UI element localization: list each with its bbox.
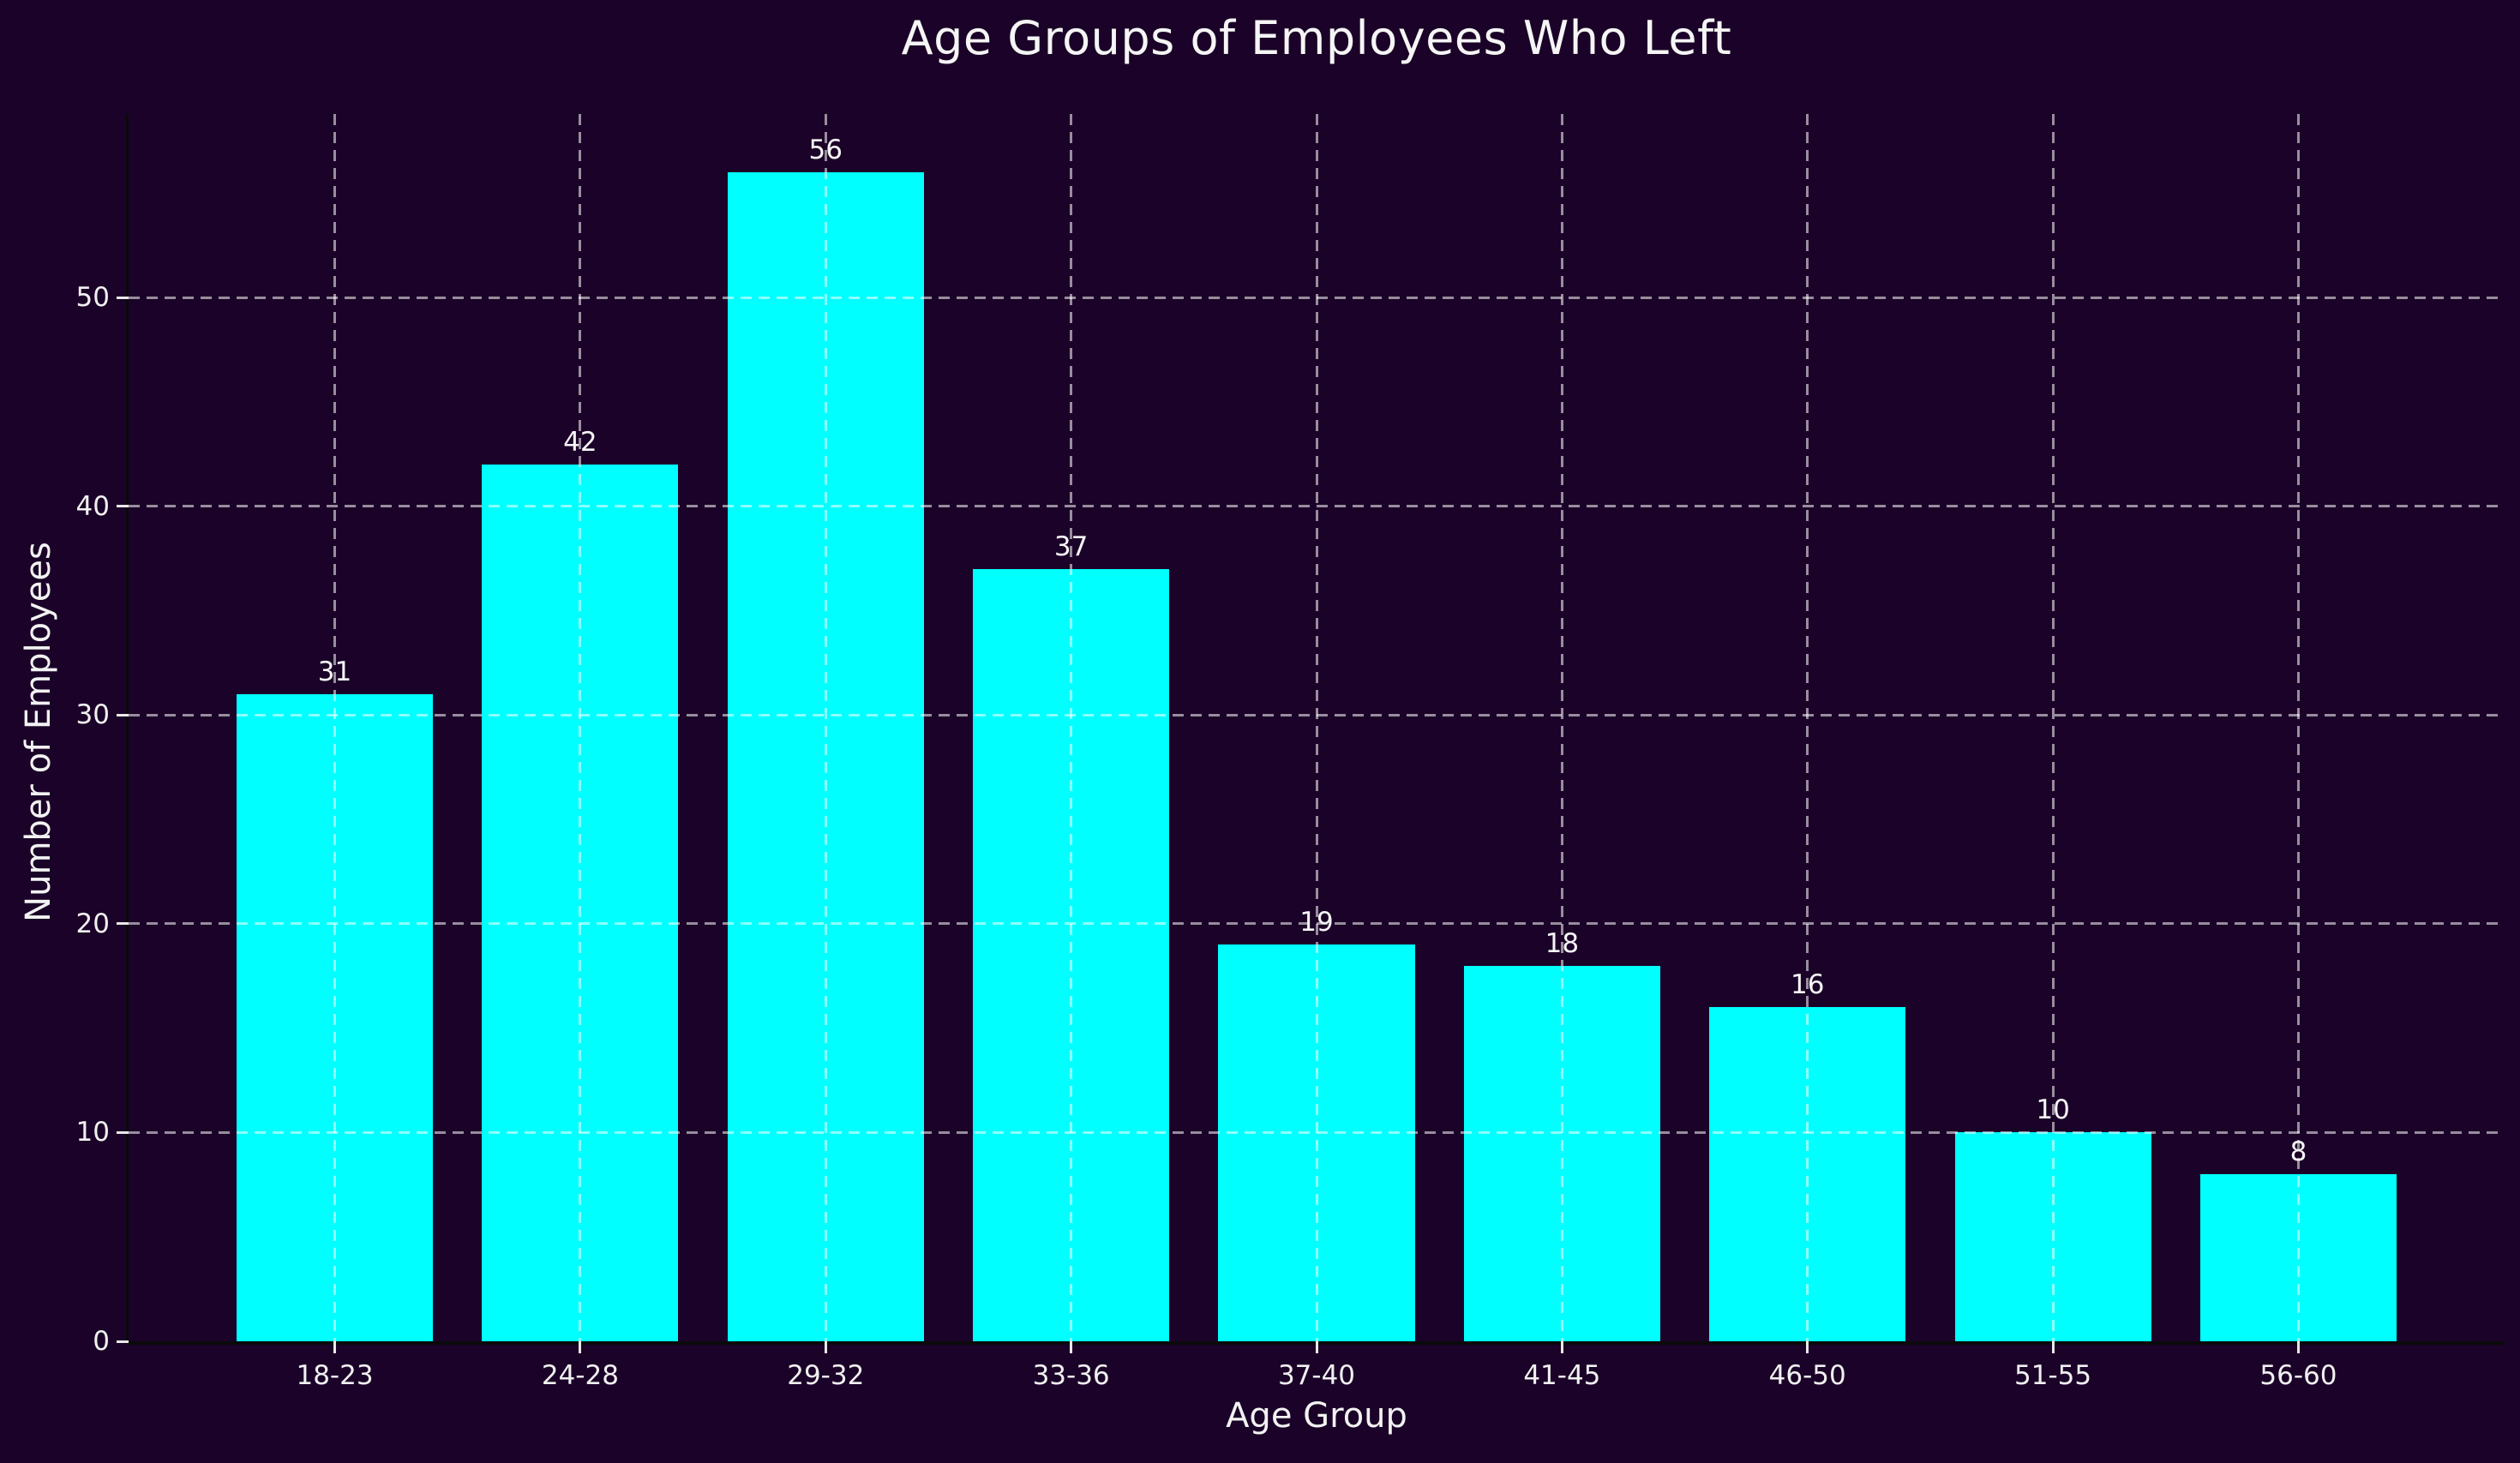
y-tick-label: 0 — [93, 1326, 110, 1357]
x-axis-label: Age Group — [1226, 1396, 1407, 1436]
x-tick-label: 18-23 — [296, 1360, 374, 1391]
x-tick — [2051, 1341, 2055, 1353]
bar-value-label: 56 — [808, 135, 843, 166]
v-gridline — [1070, 114, 1073, 1341]
v-gridline — [1806, 114, 1809, 1341]
bar-value-label: 8 — [2289, 1136, 2307, 1168]
y-tick-label: 50 — [75, 282, 110, 314]
chart-title: Age Groups of Employees Who Left — [901, 11, 1732, 65]
v-gridline — [824, 114, 827, 1341]
v-gridline — [333, 114, 337, 1341]
y-tick — [117, 1340, 129, 1343]
h-gridline — [129, 713, 2505, 717]
y-tick-label: 10 — [75, 1117, 110, 1148]
y-tick-label: 40 — [75, 490, 110, 522]
x-tick — [1315, 1341, 1318, 1353]
v-gridline — [579, 114, 582, 1341]
y-tick-label: 30 — [75, 699, 110, 731]
x-tick-label: 33-36 — [1032, 1360, 1110, 1391]
x-tick-label: 41-45 — [1523, 1360, 1601, 1391]
x-tick — [333, 1341, 337, 1353]
x-tick — [1070, 1341, 1073, 1353]
y-tick-label: 20 — [75, 908, 110, 939]
x-tick — [579, 1341, 582, 1353]
bar-value-label: 37 — [1053, 531, 1089, 562]
x-tick — [1806, 1341, 1809, 1353]
x-tick-label: 51-55 — [2014, 1360, 2092, 1391]
x-tick-label: 37-40 — [1277, 1360, 1356, 1391]
x-tick — [1560, 1341, 1563, 1353]
bar-value-label: 16 — [1790, 969, 1825, 1001]
v-gridline — [2296, 114, 2300, 1341]
x-tick-label: 29-32 — [787, 1360, 865, 1391]
v-gridline — [1560, 114, 1563, 1341]
x-tick-label: 56-60 — [2259, 1360, 2337, 1391]
y-axis-spine — [126, 114, 129, 1345]
h-gridline — [129, 1130, 2505, 1134]
bar-value-label: 10 — [2036, 1094, 2070, 1126]
x-tick — [2296, 1341, 2300, 1353]
x-tick-label: 24-28 — [541, 1360, 619, 1391]
h-gridline — [129, 505, 2505, 508]
plot-area: 31 42 56 37 19 18 16 10 8 — [129, 114, 2505, 1341]
v-gridline — [1315, 114, 1318, 1341]
h-gridline — [129, 296, 2505, 299]
y-tick — [117, 296, 129, 299]
y-tick — [117, 922, 129, 926]
h-gridline — [129, 922, 2505, 926]
v-gridline — [2051, 114, 2055, 1341]
bar-value-label: 19 — [1299, 907, 1334, 938]
bar-value-label: 42 — [563, 427, 597, 459]
x-tick — [824, 1341, 827, 1353]
x-tick-label: 46-50 — [1768, 1360, 1846, 1391]
y-tick — [117, 505, 129, 508]
y-tick — [117, 1130, 129, 1134]
y-tick — [117, 713, 129, 717]
bar-value-label: 18 — [1545, 927, 1580, 959]
bar-value-label: 31 — [317, 657, 352, 688]
